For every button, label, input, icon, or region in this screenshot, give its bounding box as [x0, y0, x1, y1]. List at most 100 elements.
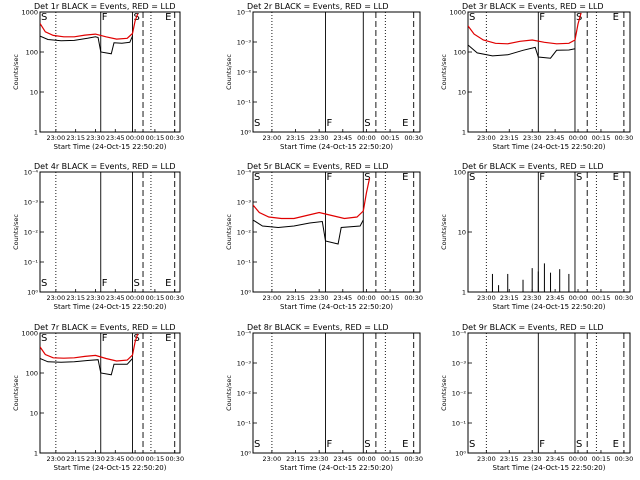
x-tick-label: 23:45: [333, 294, 352, 302]
y-tick-label: 10⁻⁴: [452, 330, 467, 338]
y-tick-label: 10⁻³: [237, 360, 252, 368]
marker-s-label: S: [254, 118, 260, 129]
x-axis-label: Start Time (24-Oct-15 22:50:20): [280, 143, 393, 151]
plot-frame: [467, 11, 631, 133]
x-tick-label: 00:15: [592, 294, 611, 302]
x-tick-label: 23:00: [46, 294, 65, 302]
x-tick-label: 23:45: [333, 455, 352, 463]
x-tick-label: 23:45: [546, 455, 565, 463]
marker-e-label: E: [613, 439, 619, 450]
x-tick-label: 23:15: [66, 134, 85, 142]
y-axis-label: Counts/sec: [440, 54, 448, 90]
panel-2r: Det 2r BLACK = Events, RED = LLD S F S E 23:0…: [225, 2, 423, 151]
x-tick-label: 00:00: [126, 455, 145, 463]
lld-series-line: [468, 12, 582, 45]
y-tick-label: 10: [30, 89, 38, 97]
y-tick-label: 10⁻⁴: [237, 330, 252, 338]
marker-s-label: S: [364, 118, 370, 129]
y-tick-label: 10⁰: [27, 289, 38, 297]
x-tick-label: 23:00: [46, 134, 65, 142]
x-tick-label: 00:00: [357, 134, 376, 142]
x-tick-label: 23:00: [263, 455, 282, 463]
marker-s-label: S: [364, 172, 370, 183]
y-tick-label: 10⁰: [240, 129, 251, 137]
x-tick-label: 00:30: [615, 294, 634, 302]
panel-title: Det 2r BLACK = Events, RED = LLD: [247, 2, 389, 11]
plot-frame: [252, 11, 421, 133]
x-tick-label: 00:00: [569, 294, 588, 302]
marker-e-label: E: [165, 333, 171, 344]
panel-title: Det 1r BLACK = Events, RED = LLD: [34, 2, 176, 11]
marker-f-label: F: [326, 439, 332, 450]
x-tick-label: 23:45: [546, 134, 565, 142]
panel-title: Det 3r BLACK = Events, RED = LLD: [462, 2, 604, 11]
x-tick-label: 00:30: [165, 134, 184, 142]
x-tick-label: 23:15: [66, 294, 85, 302]
marker-f-label: F: [102, 333, 108, 344]
panel-title: Det 9r BLACK = Events, RED = LLD: [462, 323, 604, 332]
marker-f-label: F: [102, 278, 108, 289]
x-tick-label: 00:15: [381, 134, 400, 142]
x-tick-label: 00:00: [569, 455, 588, 463]
y-tick-label: 10⁰: [240, 289, 251, 297]
y-tick-label: 100: [454, 169, 466, 177]
y-tick-label: 10⁻²: [237, 229, 252, 237]
x-tick-label: 23:30: [310, 294, 329, 302]
x-tick-label: 00:15: [146, 294, 165, 302]
plot-frame: [252, 332, 421, 454]
x-tick-label: 23:30: [523, 134, 542, 142]
panel-title: Det 5r BLACK = Events, RED = LLD: [247, 162, 389, 171]
x-tick-label: 23:45: [106, 134, 125, 142]
marker-f-label: F: [102, 12, 108, 23]
x-tick-label: 00:30: [404, 294, 423, 302]
y-tick-label: 10⁻³: [237, 39, 252, 47]
x-tick-label: 23:00: [263, 294, 282, 302]
y-tick-label: 100: [26, 49, 38, 57]
lld-series-line: [40, 333, 139, 362]
y-tick-label: 10⁻⁴: [237, 169, 252, 177]
marker-s-label: S: [364, 439, 370, 450]
y-tick-label: 1: [462, 289, 466, 297]
y-tick-label: 1000: [449, 9, 466, 17]
plot-frame: [39, 332, 181, 454]
x-tick-label: 23:30: [86, 294, 105, 302]
x-tick-label: 23:30: [310, 134, 329, 142]
marker-s-label: S: [576, 12, 582, 23]
y-axis-label: Counts/sec: [440, 375, 448, 411]
y-tick-label: 10⁻⁴: [24, 169, 39, 177]
plot-frame: [252, 171, 421, 293]
x-tick-label: 23:30: [86, 134, 105, 142]
plot-frame: [39, 11, 181, 133]
marker-f-label: F: [539, 12, 545, 23]
x-tick-label: 00:00: [357, 455, 376, 463]
x-tick-label: 00:30: [615, 134, 634, 142]
panel-4r: Det 4r BLACK = Events, RED = LLD S F S E 23:0…: [12, 162, 184, 311]
x-tick-label: 23:45: [333, 134, 352, 142]
x-tick-label: 00:30: [165, 294, 184, 302]
marker-e-label: E: [402, 172, 408, 183]
x-tick-label: 00:15: [592, 134, 611, 142]
y-axis-label: Counts/sec: [12, 375, 20, 411]
marker-f-label: F: [326, 172, 332, 183]
x-tick-label: 23:00: [46, 455, 65, 463]
y-tick-label: 10: [458, 229, 466, 237]
y-tick-label: 10⁻²: [237, 69, 252, 77]
y-axis-label: Counts/sec: [225, 54, 233, 90]
events-series-line: [468, 44, 576, 59]
marker-e-label: E: [402, 118, 408, 129]
y-tick-label: 10: [30, 410, 38, 418]
y-tick-label: 10⁻¹: [237, 259, 252, 267]
x-tick-label: 00:15: [592, 455, 611, 463]
x-tick-label: 23:45: [546, 294, 565, 302]
x-tick-label: 23:45: [106, 294, 125, 302]
x-axis-label: Start Time (24-Oct-15 22:50:20): [54, 464, 167, 472]
lld-series-line: [253, 177, 371, 220]
x-tick-label: 23:15: [286, 134, 305, 142]
marker-s-label: S: [133, 278, 139, 289]
marker-s-label: S: [41, 278, 47, 289]
x-axis-label: Start Time (24-Oct-15 22:50:20): [493, 143, 606, 151]
y-tick-label: 100: [26, 370, 38, 378]
